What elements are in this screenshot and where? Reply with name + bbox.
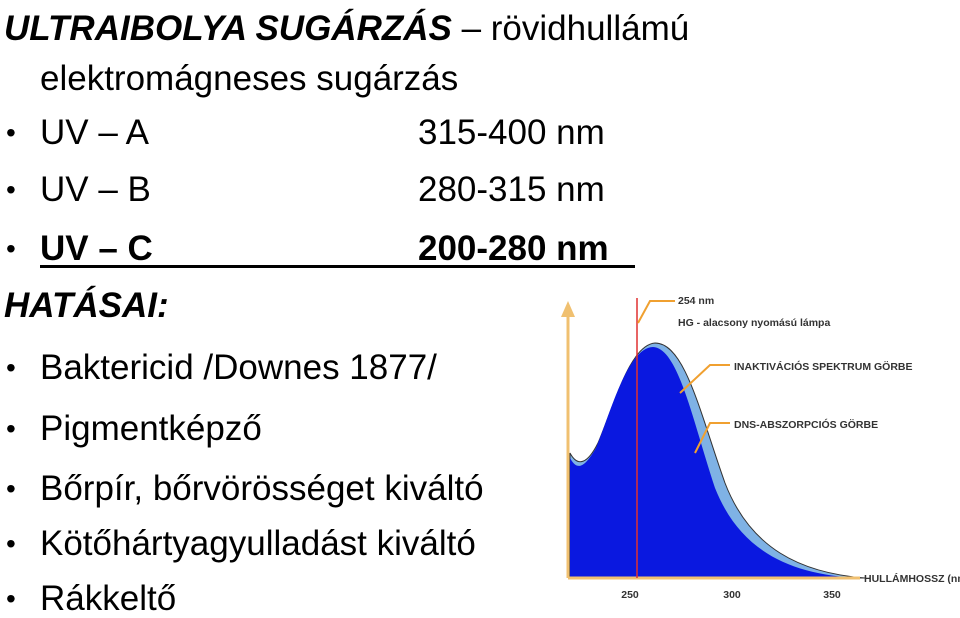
title-block: ULTRAIBOLYA SUGÁRZÁS – rövidhullámú elek… xyxy=(4,4,880,104)
inactivation-curve xyxy=(570,347,860,578)
bullet: • xyxy=(6,528,16,559)
effect: Kötőhártyagyulladást kiváltó xyxy=(40,524,476,563)
spectrum-figure: 254 nm HG - alacsony nyomású lámpa INAKT… xyxy=(561,295,960,601)
lamp-label: HG - alacsony nyomású lámpa xyxy=(678,317,830,329)
uv-range: 200-280 nm xyxy=(418,229,609,268)
uv-name: UV – C xyxy=(40,229,153,268)
inactivation-label: INAKTIVÁCIÓS SPEKTRUM GÖRBE xyxy=(734,360,913,373)
bullet: • xyxy=(6,473,16,504)
x-tick-label: 250 xyxy=(621,589,639,601)
bullet: • xyxy=(6,233,16,264)
x-tick-label: 300 xyxy=(723,589,741,601)
x-label: HULLÁMHOSSZ (nm) xyxy=(864,572,960,585)
subtitle: – rövidhullámú elektromágneses sugárzás xyxy=(40,9,690,98)
title: ULTRAIBOLYA SUGÁRZÁS xyxy=(4,9,452,48)
underline xyxy=(40,265,635,268)
dna-label: DNS-ABSZORPCIÓS GÖRBE xyxy=(734,418,878,431)
uv-range: 280-315 nm xyxy=(418,170,605,209)
bullet: • xyxy=(6,413,16,444)
leader xyxy=(679,364,730,394)
uv-name: UV – A xyxy=(40,113,149,152)
x-tick-label: 350 xyxy=(823,589,841,601)
effect: Bőrpír, bőrvörösséget kiváltó xyxy=(40,469,484,508)
bullet: • xyxy=(6,583,16,614)
effect: Baktericid /Downes 1877/ xyxy=(40,348,437,387)
effect: Pigmentképző xyxy=(40,409,262,448)
uv-range: 315-400 nm xyxy=(418,113,605,152)
y-arrow xyxy=(561,301,575,317)
x-ticks: 250 300 350 xyxy=(621,589,841,601)
bullet: • xyxy=(6,117,16,148)
effect: Rákkeltő xyxy=(40,579,177,618)
lamp-wavelength: 254 nm xyxy=(678,295,714,307)
effects-heading: HATÁSAI: xyxy=(4,286,169,325)
uv-name: UV – B xyxy=(40,170,151,209)
leader xyxy=(694,422,730,454)
leader xyxy=(637,300,675,324)
bullet: • xyxy=(6,174,16,205)
bullet: • xyxy=(6,352,16,383)
